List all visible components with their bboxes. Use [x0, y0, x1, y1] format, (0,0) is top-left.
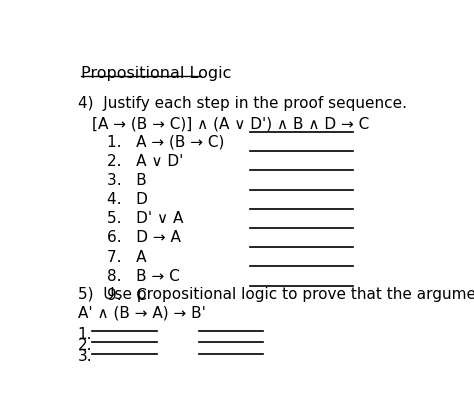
Text: 5)  Use propositional logic to prove that the argument is valid.: 5) Use propositional logic to prove that…: [78, 287, 474, 302]
Text: A' ∧ (B → A) → B': A' ∧ (B → A) → B': [78, 305, 206, 320]
Text: 1.   A → (B → C): 1. A → (B → C): [107, 134, 224, 149]
Text: 2.   A ∨ D': 2. A ∨ D': [107, 154, 183, 169]
Text: 4)  Justify each step in the proof sequence.: 4) Justify each step in the proof sequen…: [78, 96, 407, 111]
Text: 2.: 2.: [78, 338, 92, 353]
Text: 4.   D: 4. D: [107, 192, 148, 207]
Text: 8.   B → C: 8. B → C: [107, 269, 180, 284]
Text: 5.   D' ∨ A: 5. D' ∨ A: [107, 211, 183, 226]
Text: 1.: 1.: [78, 327, 92, 341]
Text: 7.   A: 7. A: [107, 250, 146, 265]
Text: 3.: 3.: [78, 349, 92, 364]
Text: [A → (B → C)] ∧ (A ∨ D') ∧ B ∧ D → C: [A → (B → C)] ∧ (A ∨ D') ∧ B ∧ D → C: [92, 116, 370, 131]
Text: Propositional Logic: Propositional Logic: [82, 66, 232, 81]
Text: 9.   C: 9. C: [107, 288, 147, 303]
Text: 6.   D → A: 6. D → A: [107, 230, 181, 246]
Text: 3.   B: 3. B: [107, 173, 147, 188]
